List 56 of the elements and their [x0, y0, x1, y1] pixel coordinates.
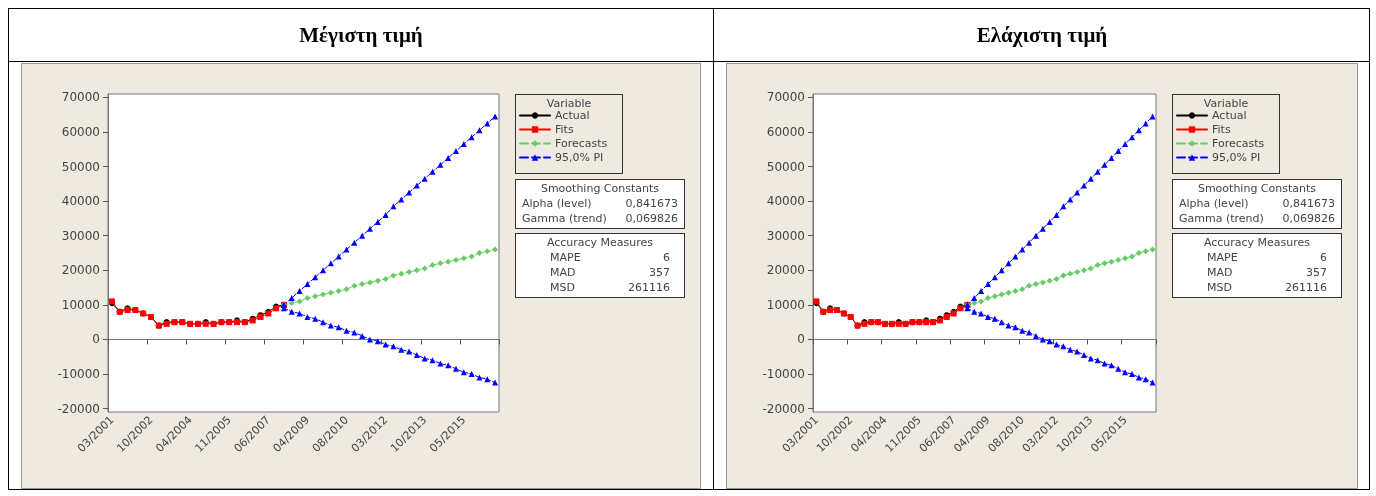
y-tick-label: 10000	[61, 297, 100, 312]
y-tick-label: 40000	[61, 194, 100, 209]
text: 0,069826	[1282, 211, 1335, 226]
legend-label: Actual	[1212, 109, 1247, 122]
text: Alpha (level)	[1179, 196, 1249, 211]
text: MSD	[1207, 280, 1233, 295]
chart-title: Μέγιστη τιμή	[9, 9, 713, 62]
text: 261116	[627, 280, 670, 295]
y-tick-label: 30000	[766, 228, 805, 243]
text: 6	[1319, 250, 1327, 265]
text: Gamma (trend)	[1179, 211, 1264, 226]
legend-label: Forecasts	[555, 137, 608, 150]
legend-title: Variable	[1202, 97, 1250, 110]
y-tick-label: 70000	[766, 90, 805, 105]
text: MAD	[1207, 265, 1234, 280]
legend-label: Forecasts	[1212, 137, 1265, 150]
text: 0,069826	[625, 211, 678, 226]
y-tick-label: 60000	[766, 125, 805, 140]
text: 261116	[1284, 280, 1327, 295]
y-tick-label: 30000	[61, 228, 100, 243]
y-tick-label: 10000	[766, 297, 805, 312]
legend-label: Fits	[555, 123, 574, 136]
y-tick-label: -10000	[762, 366, 805, 381]
legend-label: 95,0% PI	[555, 151, 604, 164]
legend-label: Fits	[1212, 123, 1231, 136]
y-tick-label: 0	[797, 332, 805, 347]
y-tick-label: -10000	[57, 366, 100, 381]
text: MAD	[550, 265, 577, 280]
text: 0,841673	[1282, 196, 1335, 211]
text: Accuracy Measures	[1202, 236, 1312, 249]
text: MAPE	[1207, 250, 1239, 265]
text: Smoothing Constants	[539, 182, 661, 195]
legend-title: Variable	[545, 97, 593, 110]
y-tick-label: 40000	[766, 194, 805, 209]
text: 6	[662, 250, 670, 265]
text: 0,841673	[625, 196, 678, 211]
text: Accuracy Measures	[545, 236, 655, 249]
text: MAPE	[550, 250, 582, 265]
y-tick-label: 50000	[766, 159, 805, 174]
y-tick-label: 0	[92, 332, 100, 347]
text: 357	[648, 265, 670, 280]
y-tick-label: 60000	[61, 125, 100, 140]
text: Alpha (level)	[522, 196, 592, 211]
legend-label: Actual	[555, 109, 590, 122]
y-tick-label: -20000	[57, 401, 100, 416]
chart-title: Ελάχιστη τιμή	[714, 9, 1370, 62]
y-tick-label: 20000	[766, 263, 805, 278]
text: MSD	[550, 280, 576, 295]
legend-label: 95,0% PI	[1212, 151, 1261, 164]
text: 357	[1305, 265, 1327, 280]
y-tick-label: 20000	[61, 263, 100, 278]
y-tick-label: 50000	[61, 159, 100, 174]
text: Gamma (trend)	[522, 211, 607, 226]
text: Smoothing Constants	[1196, 182, 1318, 195]
y-tick-label: 70000	[61, 90, 100, 105]
y-tick-label: -20000	[762, 401, 805, 416]
